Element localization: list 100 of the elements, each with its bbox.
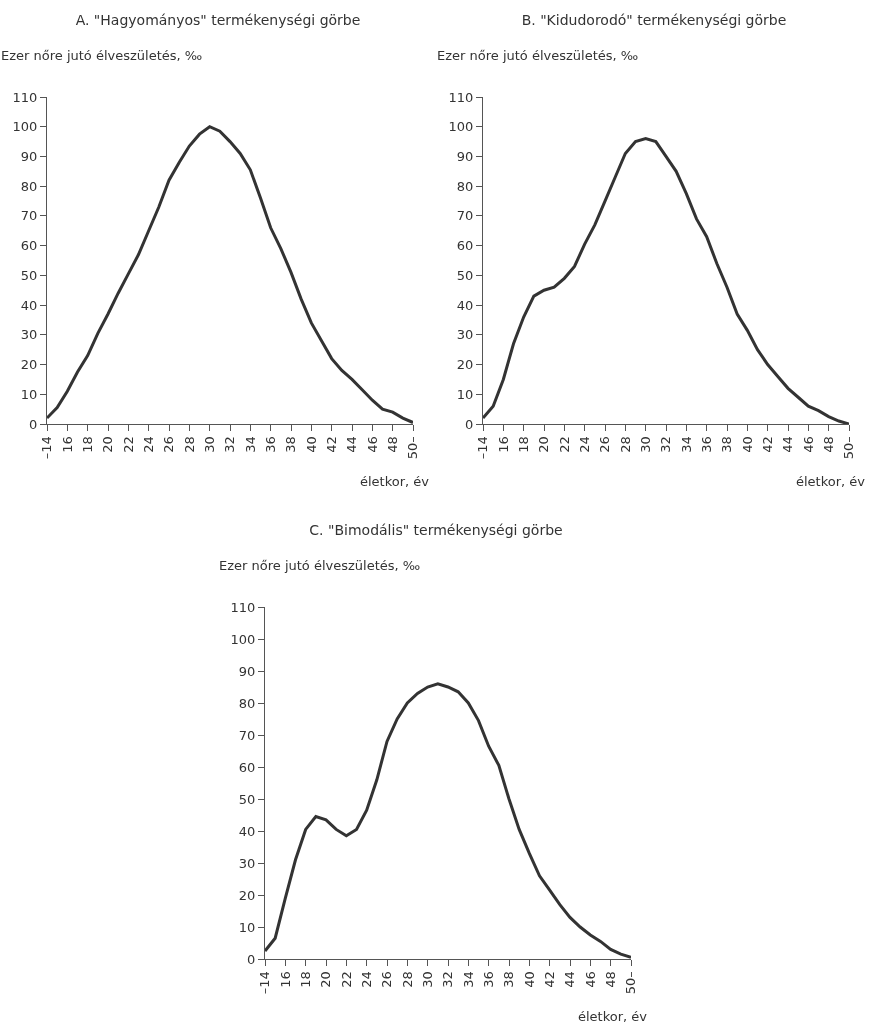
y-tick-label: 10 [456, 386, 474, 402]
y-tick-label: 70 [20, 208, 38, 224]
x-tick-label: 50– [405, 436, 421, 460]
x-tick-label: 24 [576, 436, 592, 453]
x-tick-label: 22 [556, 436, 572, 453]
x-tick-label: –14 [475, 436, 491, 460]
chart-title: A. "Hagyományos" termékenységi görbe [75, 11, 361, 28]
x-tick-label: 40 [739, 436, 755, 453]
y-tick-label: 30 [456, 327, 474, 343]
x-tick-label: 34 [460, 971, 476, 988]
y-tick-label: 20 [20, 357, 38, 373]
y-tick-label: 20 [456, 357, 474, 373]
y-tick-label: 60 [20, 238, 38, 254]
y-tick-label: 50 [238, 791, 256, 807]
x-tick-label: 42 [541, 971, 557, 988]
y-tick-label: 110 [230, 599, 256, 615]
chart-title: C. "Bimodális" termékenységi görbe [309, 521, 563, 538]
x-axis-title: életkor, év [578, 1009, 648, 1024]
y-tick-label: 0 [29, 416, 38, 432]
x-tick-label: 26 [379, 971, 395, 988]
x-tick-label: 44 [780, 436, 796, 453]
x-tick-label: 16 [495, 436, 511, 453]
x-tick-label: 36 [262, 436, 278, 453]
x-tick-label: 42 [759, 436, 775, 453]
x-tick-label: 20 [318, 971, 334, 988]
x-tick-label: 46 [364, 436, 380, 453]
x-tick-label: 38 [283, 436, 299, 453]
y-axis-title: Ezer nőre jutó élveszületés, ‰ [1, 48, 203, 63]
y-tick-label: 10 [238, 919, 256, 935]
y-tick-label: 80 [238, 695, 256, 711]
x-tick-label: 32 [222, 436, 238, 453]
y-tick-label: 70 [238, 727, 256, 743]
x-tick-label: 46 [582, 971, 598, 988]
y-tick-label: 0 [465, 416, 474, 432]
y-tick-label: 90 [456, 149, 474, 164]
y-tick-label: 90 [238, 663, 256, 679]
x-tick-label: 28 [617, 436, 633, 453]
y-axis-title: Ezer nőre jutó élveszületés, ‰ [219, 558, 421, 573]
x-tick-label: 30 [201, 436, 217, 453]
y-tick-label: 50 [456, 267, 474, 283]
y-tick-label: 0 [247, 951, 256, 967]
x-tick-label: 48 [384, 436, 400, 453]
x-tick-label: 48 [820, 436, 836, 453]
x-tick-label: 16 [277, 971, 293, 988]
y-tick-label: 110 [12, 89, 38, 105]
x-tick-label: 36 [480, 971, 496, 988]
x-tick-label: 16 [59, 436, 75, 453]
x-tick-label: 44 [344, 436, 360, 453]
x-tick-label: 26 [597, 436, 613, 453]
x-tick-label: 24 [358, 971, 374, 988]
y-tick-label: 90 [20, 149, 38, 164]
y-axis-title: Ezer nőre jutó élveszületés, ‰ [437, 48, 639, 63]
x-tick-label: 34 [242, 436, 258, 453]
y-tick-label: 80 [456, 178, 474, 194]
chart-title: B. "Kidudorodó" termékenységi görbe [521, 11, 787, 28]
x-tick-label: 28 [181, 436, 197, 453]
y-tick-label: 80 [20, 178, 38, 194]
x-tick-label: 38 [719, 436, 735, 453]
x-tick-label: 34 [678, 436, 694, 453]
x-tick-label: 18 [297, 971, 313, 988]
y-tick-label: 100 [448, 119, 474, 135]
y-tick-label: 20 [238, 887, 256, 903]
x-tick-label: 26 [161, 436, 177, 453]
x-tick-label: 20 [100, 436, 116, 453]
x-tick-label: 46 [800, 436, 816, 453]
x-tick-label: 42 [323, 436, 339, 453]
x-tick-label: 40 [303, 436, 319, 453]
y-tick-label: 30 [238, 855, 256, 871]
y-tick-label: 70 [456, 208, 474, 224]
x-tick-label: 24 [140, 436, 156, 453]
y-tick-label: 50 [20, 267, 38, 283]
x-tick-label: 50– [623, 971, 639, 995]
x-tick-label: –14 [257, 971, 273, 995]
x-tick-label: 50– [841, 436, 857, 460]
x-tick-label: 30 [637, 436, 653, 453]
y-tick-label: 40 [238, 823, 256, 839]
x-tick-label: 48 [602, 971, 618, 988]
x-axis-title: életkor, év [796, 474, 866, 489]
x-tick-label: 22 [120, 436, 136, 453]
y-tick-label: 60 [238, 759, 256, 775]
y-tick-label: 40 [20, 297, 38, 313]
x-tick-label: 32 [440, 971, 456, 988]
x-tick-label: 22 [338, 971, 354, 988]
x-tick-label: 36 [698, 436, 714, 453]
y-tick-label: 40 [456, 297, 474, 313]
y-tick-label: 60 [456, 238, 474, 254]
x-tick-label: 18 [515, 436, 531, 453]
x-tick-label: 32 [658, 436, 674, 453]
y-tick-label: 10 [20, 386, 38, 402]
x-axis-title: életkor, év [360, 474, 430, 489]
y-tick-label: 100 [230, 631, 256, 647]
x-tick-label: 44 [562, 971, 578, 988]
x-tick-label: 18 [79, 436, 95, 453]
y-tick-label: 110 [448, 89, 474, 105]
y-tick-label: 100 [12, 119, 38, 135]
x-tick-label: 28 [399, 971, 415, 988]
x-tick-label: 20 [536, 436, 552, 453]
x-tick-label: 30 [419, 971, 435, 988]
x-tick-label: 38 [501, 971, 517, 988]
x-tick-label: 40 [521, 971, 537, 988]
